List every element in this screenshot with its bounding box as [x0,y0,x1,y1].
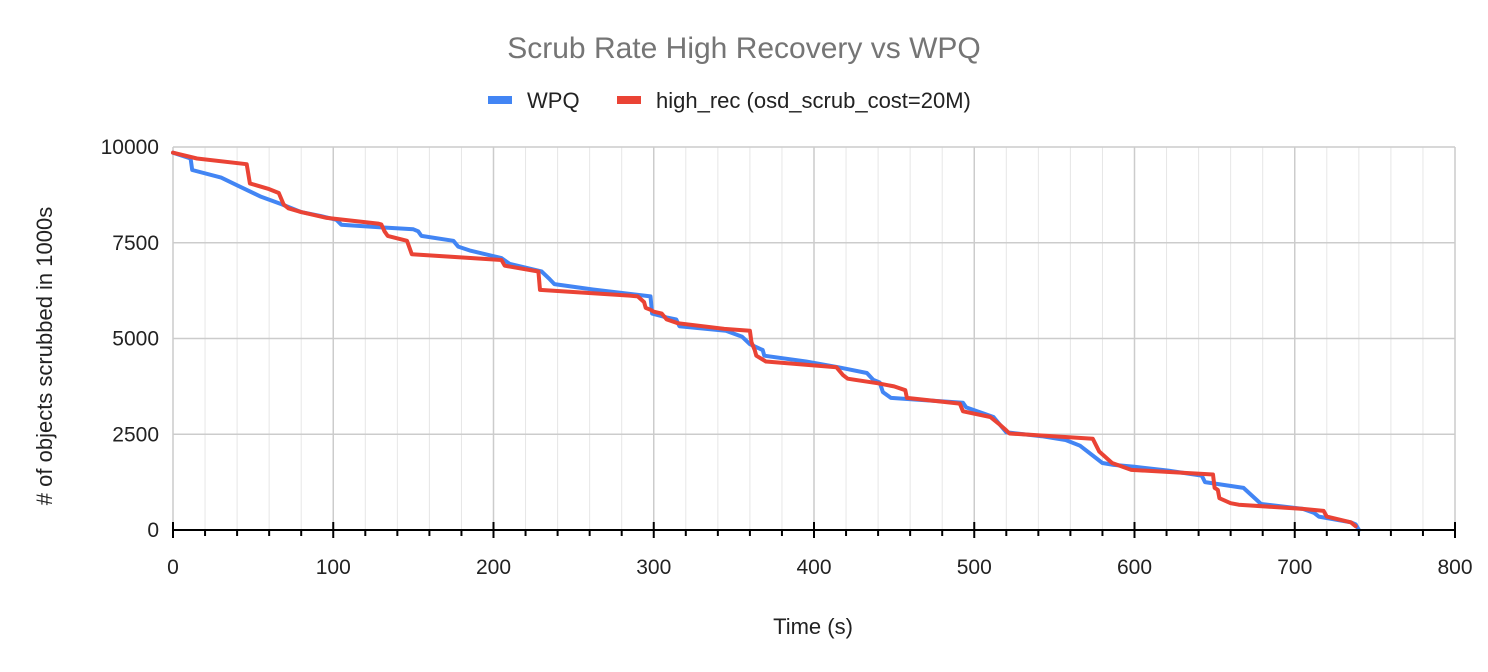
y-tick-label: 2500 [112,423,159,446]
y-tick-label: 5000 [112,328,159,351]
x-tick-label: 400 [796,556,831,579]
x-tick-label: 200 [476,556,511,579]
chart-title: Scrub Rate High Recovery vs WPQ [507,32,980,65]
series-layer [171,150,1361,532]
y-tick-label: 10000 [101,136,159,159]
x-tick-label: 300 [636,556,671,579]
series-line-wpq [171,150,1361,532]
legend-label-high-rec: high_rec (osd_scrub_cost=20M) [656,88,971,113]
x-tick-label: 0 [167,556,179,579]
legend-label-wpq: WPQ [527,88,580,113]
x-tick-label: 600 [1117,556,1152,579]
legend: WPQ high_rec (osd_scrub_cost=20M) [488,88,971,113]
y-axis-title: # of objects scrubbed in 1000s [32,207,57,505]
axes: 0 100 200 300 400 500 600 700 800 0 2500 5000 7500 10… [101,136,1473,579]
y-tick-label: 0 [147,519,159,542]
x-axis-title: Time (s) [773,614,853,639]
series-line-high-rec [171,150,1358,529]
x-tick-label: 100 [316,556,351,579]
grid [172,146,1456,530]
x-tick-label: 800 [1437,556,1472,579]
x-tick-label: 500 [957,556,992,579]
x-tick-label: 700 [1277,556,1312,579]
y-tick-label: 7500 [112,232,159,255]
